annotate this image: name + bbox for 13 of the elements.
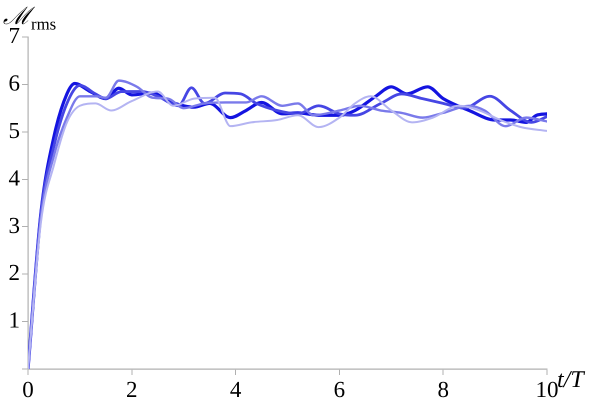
y-tick-label: 3 xyxy=(8,212,20,238)
y-tick-label: 4 xyxy=(8,165,20,190)
x-tick-label: 4 xyxy=(230,376,242,399)
y-tick-label: 6 xyxy=(8,70,20,96)
x-tick-label: 10 xyxy=(536,376,558,399)
x-tick-label: 2 xyxy=(126,376,138,399)
y-tick-label: 1 xyxy=(8,308,20,333)
x-tick-label: 0 xyxy=(22,376,34,399)
x-tick-label: 6 xyxy=(334,376,346,399)
x-axis-title: t/T xyxy=(557,367,586,393)
x-tick-label: 8 xyxy=(437,376,449,399)
y-tick-label: 5 xyxy=(8,118,20,143)
y-tick-label: 2 xyxy=(8,260,20,286)
